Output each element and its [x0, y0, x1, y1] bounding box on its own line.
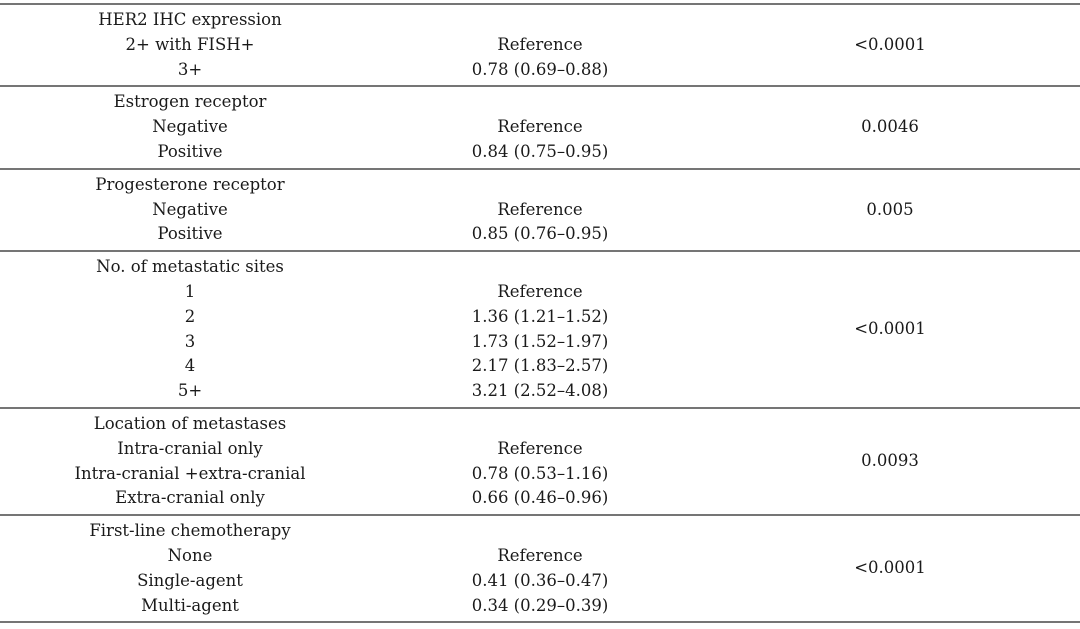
level-row: Negative Reference — [0, 198, 1080, 223]
hazard-ratio-empty-cell — [380, 4, 700, 33]
level-row: Extra-cranial only 0.66 (0.46–0.96) — [0, 486, 1080, 515]
level-label-cell: Negative — [152, 117, 228, 137]
p-value-cell: <0.0001 — [854, 558, 926, 578]
table-section: HER2 IHC expression <0.0001 2+ with FISH+ R… — [0, 4, 1080, 86]
variable-name-cell: No. of metastatic sites — [96, 257, 284, 277]
variable-name-cell: HER2 IHC expression — [98, 10, 282, 29]
hazard-ratio-empty-cell — [380, 408, 700, 437]
hazard-ratio-value-cell: 1.73 (1.52–1.97) — [471, 331, 609, 351]
variable-row: Estrogen receptor 0.0046 — [0, 86, 1080, 136]
p-value-cell: 0.0046 — [861, 117, 919, 137]
level-row: Single-agent 0.41 (0.36–0.47) — [0, 569, 1080, 594]
level-row: 2 1.36 (1.21–1.52) — [0, 305, 1080, 330]
level-row: Positive 0.84 (0.75–0.95) — [0, 140, 1080, 169]
hazard-ratio-value-cell: 0.78 (0.69–0.88) — [471, 59, 609, 79]
hazard-ratio-value-cell: Reference — [497, 199, 583, 219]
level-row: None Reference — [0, 544, 1080, 569]
level-row: 5+ 3.21 (2.52–4.08) — [0, 379, 1080, 408]
table-section: Progesterone receptor 0.005 Negative Refere… — [0, 168, 1080, 251]
level-row: Negative Reference — [0, 115, 1080, 140]
level-label-cell: Intra-cranial only — [117, 438, 263, 458]
table-section: Location of metastases 0.0093 Intra-crania… — [0, 407, 1080, 515]
level-label-cell: 2+ with FISH+ — [125, 34, 255, 54]
level-row: 2+ with FISH+ Reference — [0, 33, 1080, 58]
variable-row: First-line chemotherapy <0.0001 — [0, 515, 1080, 577]
level-label-cell: Negative — [152, 199, 228, 219]
variable-name-cell: Progesterone receptor — [95, 174, 285, 194]
table-section: No. of metastatic sites <0.0001 1 Reference… — [0, 251, 1080, 408]
level-row: Multi-agent 0.34 (0.29–0.39) — [0, 594, 1080, 623]
level-label-cell: 3+ — [177, 59, 203, 79]
level-label-cell: Positive — [157, 141, 223, 161]
table-section: First-line chemotherapy <0.0001 None Refere… — [0, 515, 1080, 622]
cox-regression-table: HER2 IHC expression <0.0001 2+ with FISH+ R… — [0, 3, 1080, 624]
level-label-cell: Intra-cranial +extra-cranial — [74, 463, 306, 483]
level-row: 4 2.17 (1.83–2.57) — [0, 354, 1080, 379]
level-row: Positive 0.85 (0.76–0.95) — [0, 222, 1080, 251]
p-value-cell: 0.005 — [866, 199, 914, 219]
level-label-cell: Extra-cranial only — [115, 488, 265, 508]
level-label-cell: 2 — [184, 306, 196, 326]
p-value-cell: <0.0001 — [854, 34, 926, 54]
hazard-ratio-value-cell: 2.17 (1.83–2.57) — [471, 356, 609, 376]
level-row: Intra-cranial only Reference — [0, 437, 1080, 462]
p-value-cell: 0.0093 — [861, 451, 919, 471]
hazard-ratio-value-cell: 0.84 (0.75–0.95) — [471, 141, 609, 161]
hazard-ratio-value-cell: Reference — [497, 281, 583, 301]
level-row: 1 Reference — [0, 280, 1080, 305]
hazard-ratio-value-cell: 0.34 (0.29–0.39) — [471, 595, 609, 615]
hazard-ratio-value-cell: 1.36 (1.21–1.52) — [471, 306, 609, 326]
level-row: 3 1.73 (1.52–1.97) — [0, 330, 1080, 355]
variable-name-cell: Estrogen receptor — [113, 92, 267, 112]
hazard-ratio-value-cell: Reference — [497, 438, 583, 458]
hazard-ratio-empty-cell — [380, 169, 700, 198]
paper-table-page: HER2 IHC expression <0.0001 2+ with FISH+ R… — [0, 3, 1080, 624]
hazard-ratio-value-cell: 0.66 (0.46–0.96) — [471, 488, 609, 508]
level-label-cell: 5+ — [177, 381, 203, 401]
level-label-cell: Single-agent — [137, 570, 243, 590]
hazard-ratio-empty-cell — [380, 86, 700, 115]
hazard-ratio-value-cell: Reference — [497, 34, 583, 54]
hazard-ratio-value-cell: 3.21 (2.52–4.08) — [471, 381, 609, 401]
level-label-cell: Positive — [157, 224, 223, 244]
hazard-ratio-empty-cell — [380, 515, 700, 544]
variable-row: Progesterone receptor 0.005 — [0, 169, 1080, 219]
p-value-cell: <0.0001 — [854, 319, 926, 339]
level-label-cell: 4 — [184, 356, 196, 376]
level-row: 3+ 0.78 (0.69–0.88) — [0, 58, 1080, 87]
hazard-ratio-empty-cell — [380, 251, 700, 280]
hazard-ratio-value-cell: Reference — [497, 545, 583, 565]
level-row: Intra-cranial +extra-cranial 0.78 (0.53–1… — [0, 462, 1080, 487]
variable-row: HER2 IHC expression <0.0001 — [0, 4, 1080, 54]
level-label-cell: 3 — [184, 331, 196, 351]
variable-row: No. of metastatic sites <0.0001 — [0, 251, 1080, 338]
variable-name-cell: First-line chemotherapy — [89, 521, 291, 541]
variable-row: Location of metastases 0.0093 — [0, 408, 1080, 470]
variable-name-cell: Location of metastases — [93, 413, 287, 433]
level-label-cell: 1 — [184, 281, 196, 301]
level-label-cell: Multi-agent — [141, 595, 239, 615]
hazard-ratio-value-cell: 0.85 (0.76–0.95) — [471, 224, 609, 244]
table-section: Estrogen receptor 0.0046 Negative Reference… — [0, 86, 1080, 168]
hazard-ratio-value-cell: 0.41 (0.36–0.47) — [471, 570, 609, 590]
hazard-ratio-value-cell: Reference — [497, 117, 583, 137]
hazard-ratio-value-cell: 0.78 (0.53–1.16) — [471, 463, 609, 483]
level-label-cell: None — [167, 545, 213, 565]
